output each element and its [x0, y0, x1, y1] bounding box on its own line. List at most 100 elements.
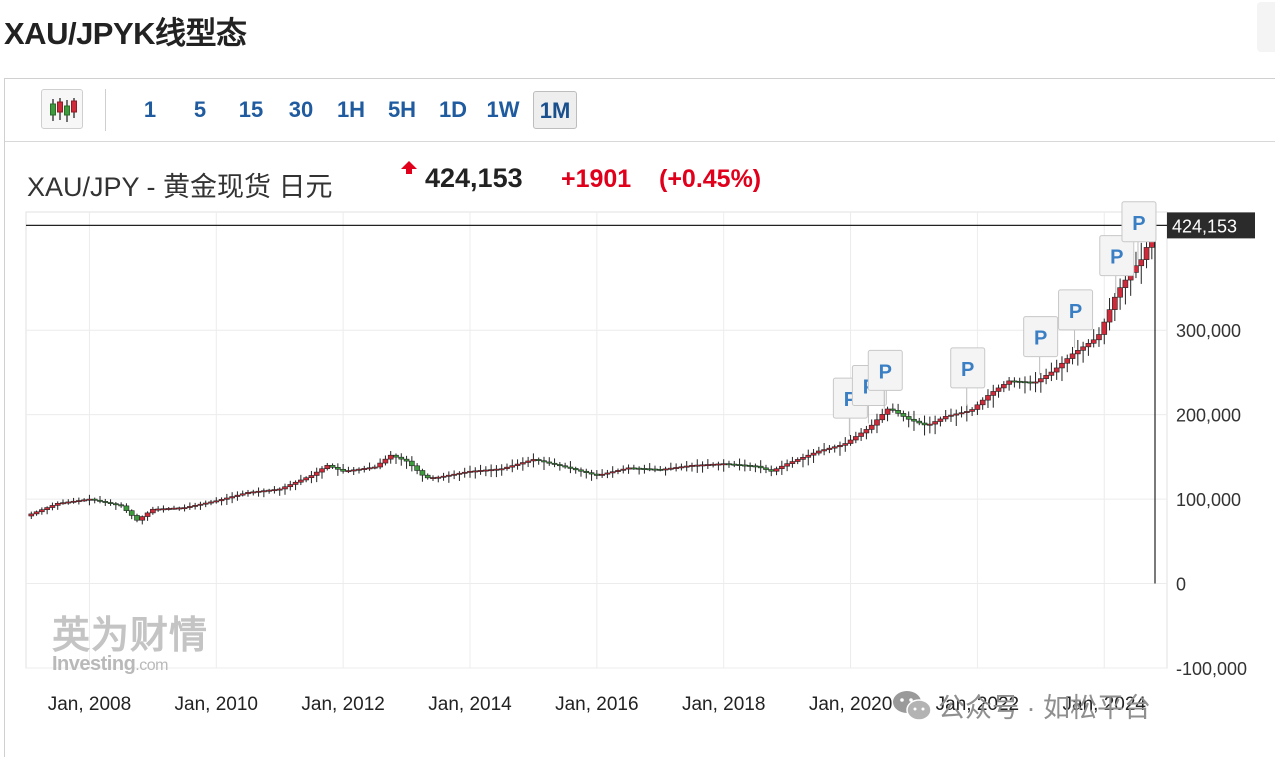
candle-up [387, 454, 394, 460]
candle-up [615, 470, 621, 472]
event-flag-label: P [1069, 301, 1082, 323]
event-flag-label: P [879, 361, 892, 383]
timeframe-1w[interactable]: 1W [486, 97, 520, 122]
candle-up [509, 465, 516, 468]
candle-up [789, 461, 796, 464]
candle-up [942, 416, 949, 420]
candle-up [39, 509, 45, 513]
candle-down [652, 468, 658, 471]
candle-up [292, 481, 299, 485]
candle-up [858, 432, 864, 437]
candle-up [794, 459, 801, 462]
x-tick-label: Jan, 2022 [936, 694, 1019, 715]
timeframe-1d[interactable]: 1D [438, 97, 468, 122]
candle-up [853, 436, 859, 441]
candle-up [520, 462, 526, 465]
timeframe-30[interactable]: 30 [288, 97, 314, 122]
candle-up [440, 475, 447, 478]
candle-up [979, 399, 986, 406]
candle-down [916, 420, 923, 424]
candle-up [805, 454, 812, 458]
timeframe-5[interactable]: 5 [193, 97, 207, 122]
timeframe-1m[interactable]: 1M [533, 91, 577, 129]
candle-down [646, 468, 653, 471]
candle-up [366, 467, 373, 470]
candle-up [361, 468, 368, 470]
candle-up [218, 499, 225, 502]
candle-up [160, 508, 167, 511]
candle-up [324, 465, 331, 470]
investing-logo: 英为财情 Investing.com [52, 604, 208, 676]
chart-type-button[interactable] [41, 89, 83, 129]
candle-down [572, 468, 579, 471]
candle-down [736, 464, 743, 466]
candle-up [308, 475, 315, 479]
event-flag-box [1058, 289, 1094, 331]
candle-down [631, 467, 637, 470]
x-tick-label: Jan, 2014 [428, 694, 512, 715]
candle-down [329, 465, 336, 468]
candle-down [97, 499, 103, 502]
x-tick-label: Jan, 2018 [682, 694, 765, 715]
candle-down [636, 467, 642, 470]
candle-up [1069, 353, 1076, 359]
y-tick-label: 0 [1176, 575, 1186, 595]
candle-up [54, 503, 61, 506]
candle-up [483, 469, 489, 472]
candle-up [863, 429, 870, 434]
timeframe-15[interactable]: 15 [238, 97, 264, 122]
y-tick-label: -100,000 [1176, 659, 1247, 679]
candle-down [1011, 380, 1018, 383]
candle-up [927, 423, 933, 426]
candle-up [271, 489, 278, 492]
candle-up [176, 507, 183, 510]
candle-up [990, 391, 997, 396]
candle-up [816, 450, 822, 454]
candle-up [150, 508, 156, 514]
candle-up [287, 484, 294, 488]
timeframe-5h[interactable]: 5H [387, 97, 417, 122]
candle-up [699, 464, 706, 467]
candle-up [720, 463, 727, 466]
candle-up [964, 411, 970, 413]
candle-up [969, 409, 975, 412]
candle-down [726, 463, 732, 466]
candle-up [261, 490, 267, 493]
timeframe-1h[interactable]: 1H [336, 97, 366, 122]
candle-up [234, 494, 241, 497]
candle-up [1075, 350, 1081, 355]
candle-up [668, 467, 674, 470]
candle-up [932, 421, 938, 425]
candle-down [424, 474, 431, 479]
candle-down [414, 465, 420, 471]
candle-up [224, 497, 230, 500]
x-tick-label: Jan, 2016 [555, 694, 638, 715]
event-flag-label: P [961, 359, 974, 381]
candle-up [255, 490, 262, 493]
candle-down [752, 465, 759, 468]
page-title: XAU/JPYK线型态 [4, 16, 247, 51]
x-tick-label: Jan, 2024 [1063, 694, 1147, 715]
candle-down [768, 469, 775, 472]
candle-up [345, 470, 352, 473]
candle-up [187, 506, 193, 508]
candle-down [107, 502, 114, 504]
candle-down [578, 469, 584, 472]
candle-down [541, 460, 547, 463]
candle-down [757, 465, 764, 469]
candle-up [985, 395, 991, 401]
timeframe-1[interactable]: 1 [143, 97, 157, 122]
candle-down [1022, 381, 1028, 384]
candle-up [250, 491, 257, 494]
candle-up [831, 446, 838, 449]
candle-up [1117, 287, 1123, 298]
candle-up [974, 404, 981, 410]
candle-up [65, 501, 72, 504]
candle-up [514, 463, 521, 466]
event-flag-box [950, 347, 986, 389]
candle-down [1027, 381, 1034, 384]
event-flag-box [1121, 201, 1157, 243]
candle-down [742, 464, 748, 467]
candle-up [266, 489, 272, 492]
